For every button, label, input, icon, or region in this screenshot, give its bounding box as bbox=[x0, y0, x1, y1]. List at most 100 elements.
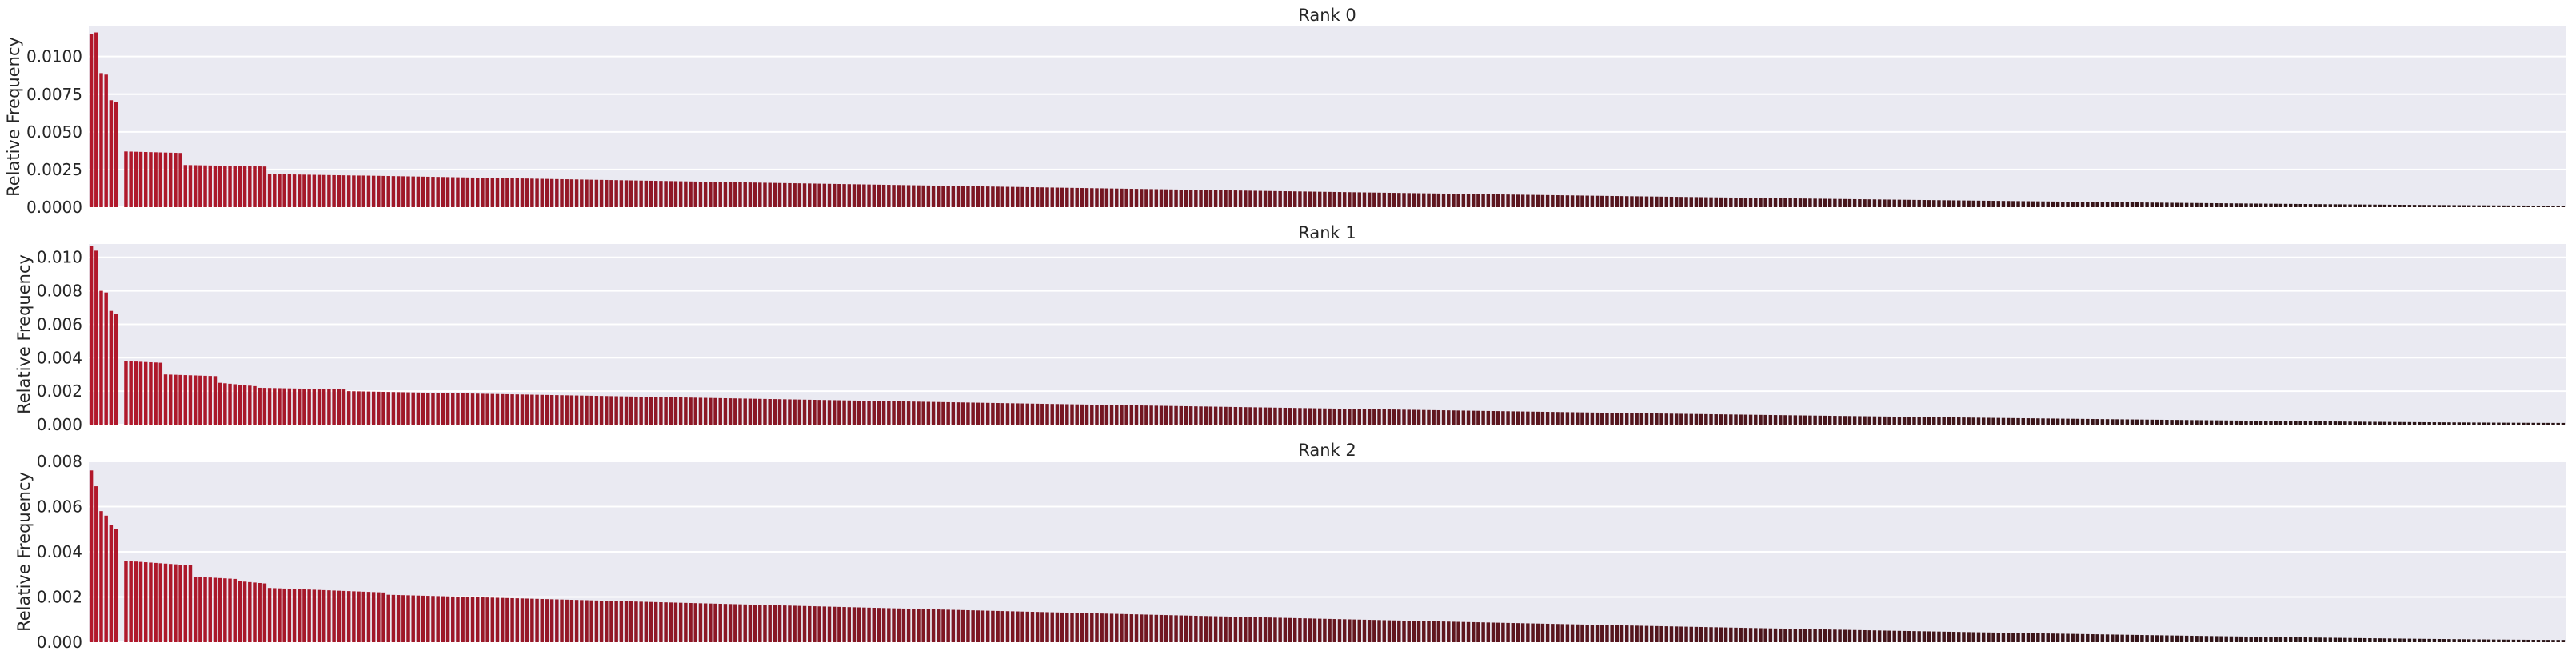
bar bbox=[1759, 628, 1763, 642]
bar bbox=[941, 186, 945, 207]
bar bbox=[1288, 191, 1292, 207]
bar bbox=[1164, 405, 1168, 425]
bar bbox=[698, 603, 703, 642]
bar bbox=[2323, 421, 2327, 425]
bar bbox=[991, 186, 995, 207]
bar bbox=[1461, 621, 1466, 642]
bar bbox=[248, 581, 252, 642]
bar bbox=[2382, 204, 2387, 207]
bar bbox=[1441, 410, 1446, 425]
bar bbox=[723, 397, 728, 425]
bar bbox=[2393, 204, 2397, 207]
bar bbox=[327, 174, 331, 207]
bar bbox=[2343, 421, 2347, 425]
bar bbox=[2175, 202, 2179, 207]
bar bbox=[2412, 205, 2417, 207]
bar bbox=[1847, 416, 1852, 425]
bar bbox=[436, 596, 440, 642]
y-tick-label: 0.002 bbox=[37, 381, 82, 401]
bar bbox=[1729, 414, 1733, 425]
y-tick-label: 0.0050 bbox=[26, 122, 82, 142]
bar bbox=[2328, 637, 2333, 642]
bar bbox=[218, 577, 222, 642]
bar bbox=[1025, 403, 1029, 425]
bar bbox=[892, 401, 896, 425]
bar bbox=[560, 599, 564, 642]
bar bbox=[1382, 620, 1386, 642]
bar bbox=[2368, 638, 2372, 642]
bar bbox=[976, 186, 980, 207]
bar bbox=[1942, 417, 1946, 425]
bar bbox=[476, 178, 480, 207]
bar bbox=[773, 399, 777, 425]
bar bbox=[842, 607, 846, 642]
bar bbox=[2526, 205, 2530, 207]
bar bbox=[426, 176, 430, 207]
bar bbox=[361, 391, 365, 425]
bar bbox=[693, 181, 697, 207]
bar bbox=[941, 609, 945, 642]
bar bbox=[659, 181, 663, 207]
bar bbox=[1565, 195, 1570, 207]
bar bbox=[669, 181, 673, 207]
bar bbox=[2477, 639, 2481, 642]
bar bbox=[1476, 194, 1480, 207]
bar bbox=[545, 599, 549, 642]
bar bbox=[872, 401, 876, 425]
bar bbox=[2418, 638, 2422, 642]
bar bbox=[738, 398, 742, 425]
bar bbox=[421, 595, 425, 642]
bar bbox=[1932, 417, 1936, 425]
bar bbox=[2457, 205, 2462, 207]
bar bbox=[2165, 635, 2169, 642]
bar bbox=[2274, 203, 2278, 207]
bar bbox=[738, 604, 742, 642]
bar bbox=[1962, 632, 1966, 642]
bar bbox=[2318, 637, 2322, 642]
bar bbox=[1144, 405, 1148, 425]
bar bbox=[619, 180, 624, 207]
bar bbox=[985, 610, 990, 642]
bar bbox=[1669, 196, 1674, 207]
bar bbox=[728, 182, 733, 207]
bar bbox=[1947, 417, 1951, 425]
bar bbox=[129, 151, 133, 207]
bar bbox=[2066, 418, 2070, 425]
bar bbox=[837, 400, 841, 425]
bar bbox=[292, 589, 297, 642]
bar bbox=[1298, 191, 1302, 207]
bar bbox=[208, 577, 212, 642]
bar bbox=[585, 179, 589, 207]
bar bbox=[287, 388, 292, 425]
bar bbox=[1352, 409, 1356, 425]
bar bbox=[793, 605, 797, 642]
bar bbox=[168, 374, 173, 425]
bar bbox=[1743, 414, 1748, 425]
bar bbox=[565, 179, 569, 207]
bar bbox=[1342, 192, 1347, 207]
bar bbox=[2546, 206, 2550, 207]
bar bbox=[1927, 417, 1931, 425]
bar bbox=[183, 165, 188, 207]
bar bbox=[2145, 202, 2149, 207]
bar bbox=[149, 152, 153, 207]
bar bbox=[1124, 613, 1128, 642]
bar bbox=[1050, 612, 1054, 642]
bar bbox=[1937, 631, 1941, 642]
bar bbox=[1843, 416, 1847, 425]
bar bbox=[1238, 407, 1243, 425]
bar bbox=[1590, 625, 1595, 642]
bar bbox=[1630, 413, 1634, 425]
bar bbox=[2159, 202, 2164, 207]
bar bbox=[124, 561, 128, 642]
bar bbox=[282, 174, 286, 207]
bar bbox=[996, 610, 1000, 642]
bar bbox=[639, 180, 643, 207]
bar bbox=[228, 383, 232, 425]
bar bbox=[1516, 623, 1520, 642]
bar bbox=[917, 185, 921, 207]
bar bbox=[1447, 621, 1451, 642]
bar bbox=[1308, 618, 1312, 642]
bar bbox=[2016, 201, 2020, 207]
bar bbox=[525, 178, 529, 207]
